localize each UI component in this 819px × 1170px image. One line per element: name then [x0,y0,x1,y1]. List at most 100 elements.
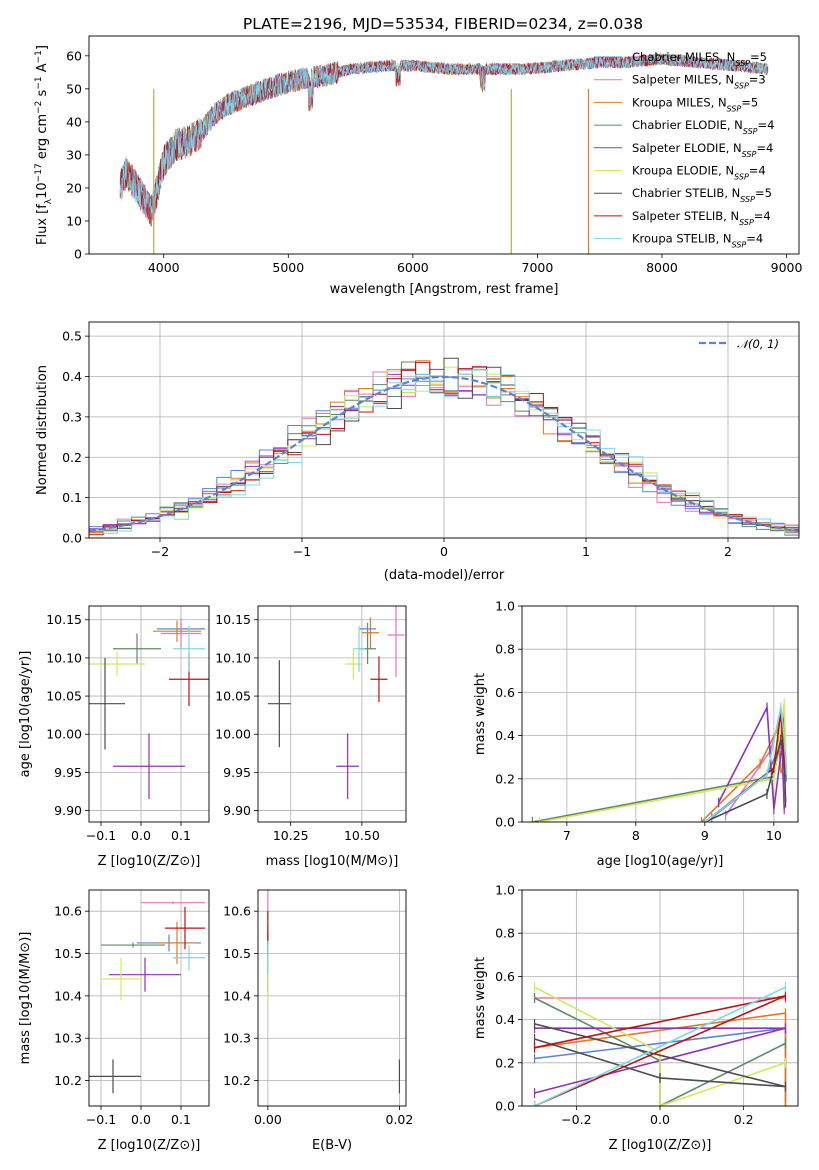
y-tick-label: 0.5 [62,329,82,344]
axes-frame [257,605,407,823]
y-tick-label: 0.1 [62,490,82,505]
y-tick-label: 10 [66,213,82,228]
y-axis-label-part: ] [35,45,50,50]
axes-frame [88,605,210,823]
y-axis-label-part: 10 [35,182,50,199]
y-tick-label: 1.0 [495,883,515,898]
y-tick-label: 0 [74,247,82,262]
y-tick-label: 9.90 [223,803,251,818]
y-tick-label: 10.15 [215,612,251,627]
y-tick-label: 0.2 [495,771,515,786]
y-tick-label: 0.6 [495,969,515,984]
y-tick-label: 9.95 [223,765,251,780]
x-axis-label: age [log10(age/yr)] [597,854,724,869]
errorbar-3 [153,620,201,642]
legend-text: Salpeter ELODIE, N [632,141,742,155]
y-axis-label-part: s [35,89,50,100]
x-axis-label: E(B-V) [312,1138,352,1153]
legend-suffix: =5 [750,50,767,64]
legend-suffix: =4 [756,141,773,155]
legend-subscript: SSP [735,59,750,68]
legend-suffix: =4 [754,209,771,223]
axes-frame [257,889,407,1107]
y-tick-label: 10.3 [54,1031,82,1046]
x-tick-label: 0.00 [254,1112,282,1127]
y-tick-label: 10.2 [54,1073,82,1088]
x-tick-label: 0.0 [131,1112,151,1127]
y-tick-label: 60 [66,48,82,63]
x-tick-label: 0.2 [734,1112,754,1127]
legend-subscript: SSP [732,240,747,249]
x-axis-label: (data-model)/error [384,568,505,583]
legend-text: Kroupa MILES, N [632,95,727,109]
y-tick-label: 0.4 [495,728,515,743]
legend-label-3: Kroupa MILES, NSSP=5 [632,95,758,113]
errorbar-9 [173,945,205,971]
y-tick-label: 10.00 [46,727,82,742]
legend-suffix: =4 [746,232,763,246]
errorbar-4 [101,942,165,948]
weight-series-6 [539,703,788,822]
legend-text: Kroupa ELODIE, N [632,164,734,178]
legend-subscript: SSP [734,81,749,90]
x-tick-label: 7 [563,828,571,843]
errorbar-8 [165,906,205,950]
y-axis-label-part: λ [44,198,54,204]
y-tick-label: 10.4 [54,988,82,1003]
weight-vs-metallicity-panel: −0.2 0.0 0.2 0.0 0.2 0.4 0.6 0.8 1.0 Z [log10(Z/Z… [473,883,799,1153]
x-axis-label: mass [log10(M/M⊙)] [266,854,399,869]
axes-frame [521,889,799,1107]
y-tick-label: 1.0 [495,599,515,614]
x-tick-label: 4000 [148,260,180,275]
legend-text: Kroupa STELIB, N [632,232,732,246]
residual-histogram-panel: −2 −1 0 1 2 0.0 0.1 0.2 0.3 0.4 0.5 (data-model)/er… [35,321,800,583]
x-tick-label: −1 [293,544,311,559]
x-tick-label: 7000 [522,260,554,275]
x-tick-label: 5000 [272,260,304,275]
legend-subscript: SSP [727,104,742,113]
weight-series-7 [534,1023,786,1088]
x-tick-label: −2 [151,544,169,559]
y-tick-label: 10.2 [223,1073,251,1088]
legend-label-1: Chabrier MILES, NSSP=5 [632,50,767,68]
x-tick-label: 0.1 [171,1112,191,1127]
errorbar-6 [89,651,145,677]
y-axis-label-part: A [35,63,50,76]
y-axis-label: mass [log10(M/M⊙)] [18,932,33,1065]
legend-text: Chabrier STELIB, N [632,186,740,200]
y-tick-label: 10.05 [215,689,251,704]
errorbar-7 [89,657,125,750]
y-tick-label: 10.4 [223,988,251,1003]
errorbar-7 [267,660,291,748]
errorbar-9 [353,625,365,672]
x-axis-label: Z [log10(Z/Z⊙)] [609,1138,712,1153]
mass-vs-extinction-panel: 0.00 0.02 10.2 10.3 10.4 10.5 10.6 E(B-V) [223,889,413,1153]
x-tick-label: 10.50 [344,828,380,843]
x-tick-label: 9000 [771,260,803,275]
y-tick-label: 10.5 [223,946,251,961]
y-tick-label: 20 [66,180,82,195]
axes-frame [88,889,210,1107]
weight-series-9 [534,986,786,1106]
mass-vs-metallicity-panel: −0.1 0.0 0.1 10.2 10.3 10.4 10.5 10.6 Z [log10(Z… [18,889,210,1153]
errorbar-4 [113,633,161,665]
legend-label-5: Salpeter ELODIE, NSSP=4 [632,141,773,159]
y-tick-label: 50 [66,81,82,96]
errorbar-5 [113,733,185,800]
y-tick-label: 0.8 [495,926,515,941]
y-tick-label: 0.0 [62,531,82,546]
y-axis-label: Normed distribution [35,365,50,495]
legend-suffix: =4 [749,164,766,178]
errorbar-8 [370,656,388,703]
x-tick-label: 0.1 [171,828,191,843]
legend-label-6: Kroupa ELODIE, NSSP=4 [632,164,766,182]
x-tick-label: 0.0 [131,828,151,843]
legend-suffix: =3 [749,73,766,87]
y-tick-label: 0.4 [495,1012,515,1027]
age-vs-mass-panel: 10.25 10.50 9.90 9.95 10.00 10.05 10.10 10.15 ma… [215,605,407,869]
y-tick-label: 0.6 [495,685,515,700]
spectrum-panel: 4000 5000 6000 7000 8000 9000 0 10 20 30 40 50 60 wav… [34,35,803,297]
legend-text: Salpeter STELIB, N [632,209,739,223]
legend-label-7: Chabrier STELIB, NSSP=5 [632,186,772,204]
